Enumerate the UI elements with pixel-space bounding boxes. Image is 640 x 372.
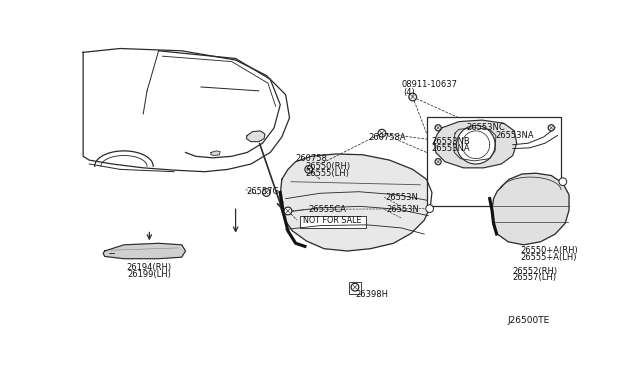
Polygon shape <box>103 243 186 259</box>
Text: 26194(RH): 26194(RH) <box>127 263 172 272</box>
Text: 26553N: 26553N <box>387 205 419 214</box>
Text: 26398H: 26398H <box>356 291 388 299</box>
Circle shape <box>262 189 270 196</box>
Text: 26553NA: 26553NA <box>495 131 534 140</box>
Text: NOT FOR SALE: NOT FOR SALE <box>303 216 362 225</box>
Text: 26550+A(RH): 26550+A(RH) <box>520 246 579 255</box>
Text: J26500TE: J26500TE <box>508 316 550 325</box>
Circle shape <box>409 93 417 101</box>
Text: 26552(RH): 26552(RH) <box>513 266 558 276</box>
Text: 26555(LH): 26555(LH) <box>305 169 349 178</box>
Bar <box>427 117 561 206</box>
Bar <box>300 216 365 228</box>
Text: 26550(RH): 26550(RH) <box>305 162 350 171</box>
Text: 26553NC: 26553NC <box>467 122 506 132</box>
Text: 26553NA: 26553NA <box>431 144 470 153</box>
Text: 26555CA: 26555CA <box>308 205 347 214</box>
Polygon shape <box>435 120 516 168</box>
Text: 260758: 260758 <box>296 154 328 163</box>
Circle shape <box>456 125 495 164</box>
Text: (4): (4) <box>403 88 415 97</box>
Text: 26199(LH): 26199(LH) <box>127 270 172 279</box>
Polygon shape <box>246 131 265 142</box>
Polygon shape <box>211 151 220 155</box>
Text: 26557G: 26557G <box>246 187 280 196</box>
Circle shape <box>548 125 554 131</box>
Polygon shape <box>492 173 569 245</box>
Polygon shape <box>83 48 289 172</box>
Circle shape <box>351 283 359 291</box>
Polygon shape <box>280 154 432 251</box>
Bar <box>349 282 361 294</box>
Text: 26557(LH): 26557(LH) <box>513 273 557 282</box>
Circle shape <box>378 129 386 137</box>
Text: 26553NB: 26553NB <box>431 137 470 146</box>
Circle shape <box>559 178 566 186</box>
Text: 08911-10637: 08911-10637 <box>401 80 457 89</box>
Text: 26553N: 26553N <box>385 193 418 202</box>
Circle shape <box>426 205 433 212</box>
Circle shape <box>435 158 441 165</box>
Text: 260758A: 260758A <box>368 132 406 141</box>
Circle shape <box>305 166 312 173</box>
Circle shape <box>284 207 292 215</box>
Text: 26555+A(LH): 26555+A(LH) <box>520 253 577 262</box>
Circle shape <box>435 125 441 131</box>
